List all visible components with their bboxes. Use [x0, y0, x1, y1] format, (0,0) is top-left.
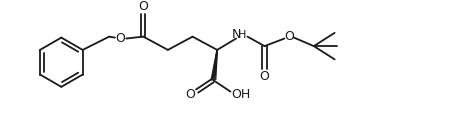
Text: O: O	[284, 30, 294, 43]
Text: N: N	[231, 28, 241, 41]
Text: O: O	[138, 0, 148, 13]
Text: O: O	[115, 32, 125, 45]
Text: OH: OH	[231, 88, 251, 101]
Text: H: H	[238, 30, 246, 40]
Text: O: O	[185, 88, 195, 101]
Text: O: O	[260, 70, 269, 83]
